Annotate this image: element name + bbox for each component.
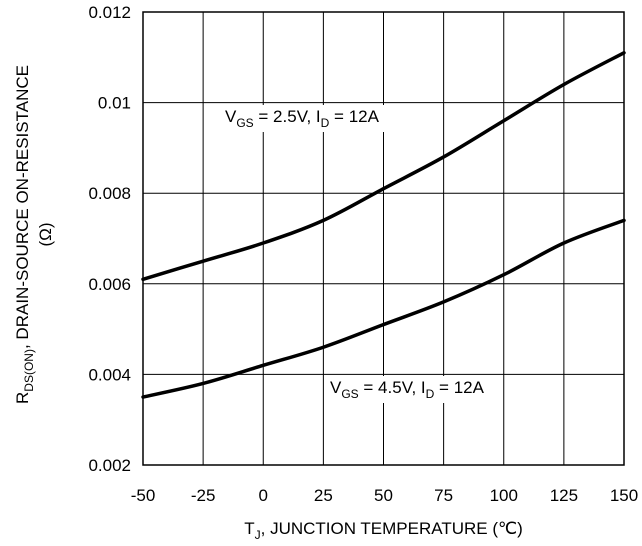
- x-tick-label: 0: [259, 486, 268, 505]
- series-label-background: [324, 376, 491, 403]
- annotations: VGS = 2.5V, ID = 12A VGS = 4.5V, ID = 12…: [219, 105, 491, 403]
- x-tick-label: 150: [610, 486, 638, 505]
- x-tick-label: 50: [374, 486, 393, 505]
- y-tick-label: 0.002: [88, 456, 131, 475]
- x-tick-labels: -50 -25 0 25 50 75 100 125 150: [131, 486, 638, 505]
- x-tick-label: 75: [434, 486, 453, 505]
- y-tick-labels: 0.002 0.004 0.006 0.008 0.01 0.012: [88, 3, 131, 475]
- x-tick-label: 100: [490, 486, 518, 505]
- y-tick-label: 0.006: [88, 275, 131, 294]
- y-axis-title: RDS(ON), DRAIN-SOURCE ON-RESISTANCE (Ω): [13, 65, 55, 404]
- x-tick-label: 25: [314, 486, 333, 505]
- y-tick-label: 0.004: [88, 365, 131, 384]
- series-label-vgs-2-5v: VGS = 2.5V, ID = 12A: [225, 107, 380, 130]
- x-tick-label: -25: [191, 486, 216, 505]
- x-tick-label: -50: [131, 486, 156, 505]
- series-label-vgs-4-5v: VGS = 4.5V, ID = 12A: [330, 378, 485, 401]
- y-tick-label: 0.01: [98, 94, 131, 113]
- plot-frame: [142, 11, 625, 466]
- grid: [142, 11, 625, 466]
- y-axis-title-line2: (Ω): [36, 222, 55, 246]
- series-label-background: [219, 105, 386, 132]
- y-tick-label: 0.008: [88, 184, 131, 203]
- series-line-1: [141, 218, 626, 399]
- y-axis-title-line1: RDS(ON), DRAIN-SOURCE ON-RESISTANCE: [13, 65, 36, 404]
- series-line-0: [141, 51, 626, 282]
- y-tick-label: 0.012: [88, 3, 131, 22]
- x-tick-label: 125: [550, 486, 578, 505]
- x-axis-title: TJ, JUNCTION TEMPERATURE (℃): [244, 519, 523, 542]
- series-lines: [141, 51, 626, 399]
